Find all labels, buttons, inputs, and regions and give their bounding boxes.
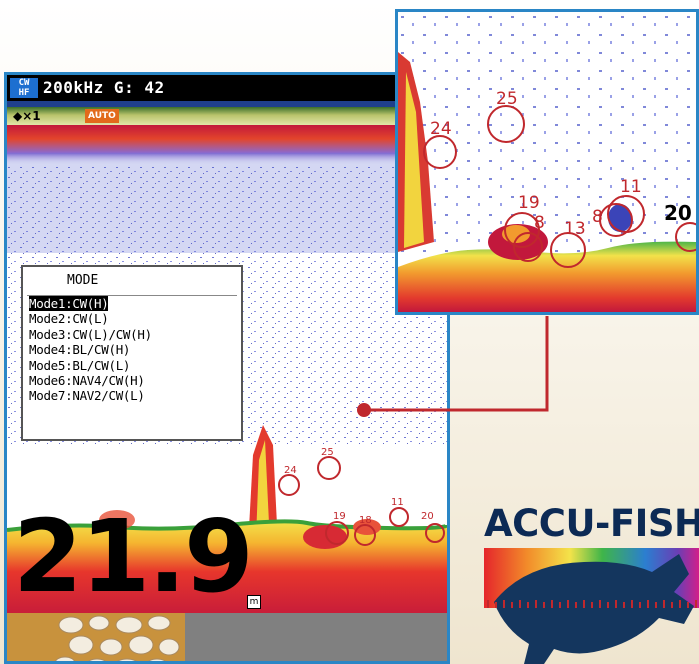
mode-menu-title: MODE bbox=[27, 267, 237, 296]
fish-size-label: 19 bbox=[518, 193, 540, 213]
scale-strip bbox=[7, 101, 447, 107]
mode-option-label: Mode5:BL/CW(L) bbox=[29, 357, 131, 373]
mode-badge-bottom: HF bbox=[18, 88, 30, 98]
fish-size-label: 11 bbox=[620, 177, 642, 197]
bottom-discrimination-panel bbox=[7, 613, 447, 661]
zoom-inset-echogram: 24 25 19 8 13 8 11 20 bbox=[395, 9, 699, 315]
fish-size-label: 19 bbox=[333, 511, 346, 522]
mode-option-label: Mode3:CW(L)/CW(H) bbox=[29, 326, 152, 342]
fish-size-label: 25 bbox=[321, 447, 334, 458]
auto-badge[interactable]: AUTO bbox=[85, 109, 119, 123]
mode-option[interactable]: Mode3:CW(L)/CW(H) bbox=[23, 327, 241, 342]
fish-size-label: 20 bbox=[421, 511, 434, 522]
fish-size-label: 20 bbox=[664, 201, 692, 225]
fish-size-label: 8 bbox=[592, 207, 603, 227]
mode-menu: MODE Mode1:CW(H) Mode2:CW(L) Mode3:CW(L)… bbox=[21, 265, 243, 441]
mode-option-label: Mode4:BL/CW(H) bbox=[29, 342, 131, 358]
transmit-mode-badge: CW HF bbox=[10, 78, 38, 98]
mode-option[interactable]: Mode5:BL/CW(L) bbox=[23, 358, 241, 373]
mode-option[interactable]: Mode7:NAV2/CW(L) bbox=[23, 388, 241, 403]
depth-readout: 21.9 bbox=[13, 498, 254, 615]
fish-size-label: 18 bbox=[359, 515, 372, 526]
mode-badge-top: CW bbox=[18, 78, 30, 88]
mode-option[interactable]: Mode1:CW(H) bbox=[23, 296, 241, 311]
fish-size-label: 25 bbox=[496, 89, 518, 109]
accu-fish-logo-graphic bbox=[484, 548, 699, 664]
fish-size-label: 8 bbox=[534, 213, 545, 233]
mode-option[interactable]: Mode4:BL/CW(H) bbox=[23, 342, 241, 357]
fish-marker-labels-main: 24 25 19 18 11 20 bbox=[284, 447, 434, 526]
fish-size-label: 24 bbox=[430, 119, 452, 139]
mode-option[interactable]: Mode6:NAV4/CW(H) bbox=[23, 373, 241, 388]
fish-silhouette-icon bbox=[494, 554, 694, 664]
depth-unit: m bbox=[247, 595, 261, 609]
fish-size-label: 13 bbox=[564, 219, 586, 239]
zoom-echogram: 24 25 19 8 13 8 11 20 bbox=[398, 12, 696, 312]
range-indicator: ◆×1 bbox=[13, 109, 41, 123]
mode-option-label: Mode2:CW(L) bbox=[29, 311, 109, 327]
mode-option-label: Mode1:CW(H) bbox=[29, 296, 109, 311]
frequency-gain-readout: 200kHz G: 42 bbox=[43, 78, 165, 97]
sounder-main-screen: CW HF 200kHz G: 42 ◆×1 AUTO bbox=[4, 72, 450, 664]
fish-size-label: 11 bbox=[391, 497, 404, 508]
accu-fish-logo-text: ACCU-FISH bbox=[484, 502, 699, 545]
seabed-texture bbox=[7, 613, 185, 661]
mode-option[interactable]: Mode2:CW(L) bbox=[23, 311, 241, 326]
status-bar: CW HF 200kHz G: 42 bbox=[7, 75, 447, 101]
mode-option-label: Mode6:NAV4/CW(H) bbox=[29, 373, 145, 389]
mode-option-label: Mode7:NAV2/CW(L) bbox=[29, 388, 145, 404]
fish-size-label: 24 bbox=[284, 465, 297, 476]
surface-band bbox=[7, 107, 447, 125]
